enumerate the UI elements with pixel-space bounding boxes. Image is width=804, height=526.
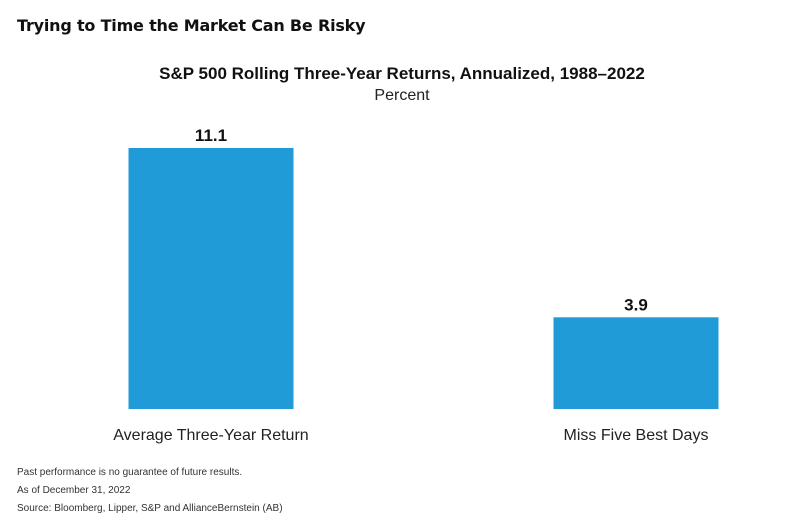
bar-1	[128, 148, 294, 409]
chart-title: S&P 500 Rolling Three-Year Returns, Annu…	[159, 64, 645, 83]
page-header-title: Trying to Time the Market Can Be Risky	[17, 16, 366, 35]
category-label-1: Average Three-Year Return	[113, 427, 308, 444]
chart-subtitle: Percent	[374, 87, 430, 104]
footnote-date: As of December 31, 2022	[17, 485, 131, 496]
footnotes: Past performance is no guarantee of futu…	[17, 464, 283, 518]
bar-2	[553, 317, 719, 409]
footnote-disclaimer: Past performance is no guarantee of futu…	[17, 467, 243, 478]
bar-value-label-1: 11.1	[195, 126, 227, 145]
bar-value-label-2: 3.9	[624, 295, 648, 314]
category-label-2: Miss Five Best Days	[564, 427, 709, 444]
footnote-source: Source: Bloomberg, Lipper, S&P and Allia…	[17, 503, 283, 514]
